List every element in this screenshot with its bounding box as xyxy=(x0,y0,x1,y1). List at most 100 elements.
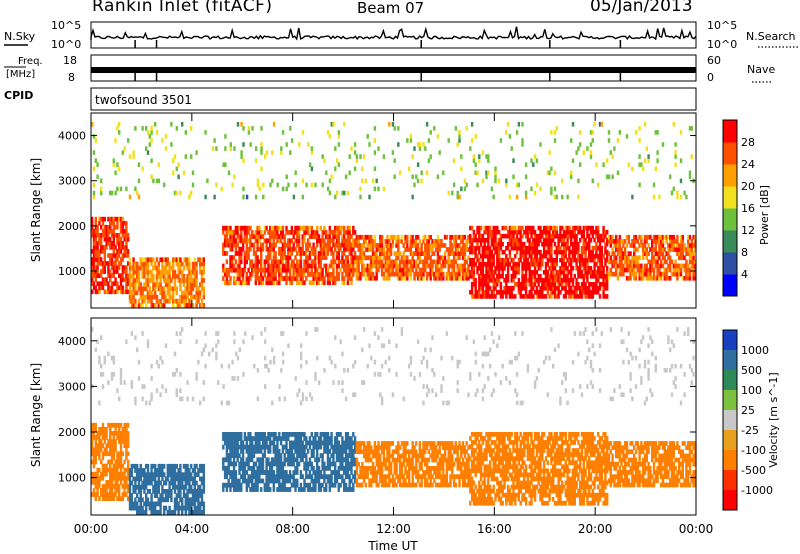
heatmap-cell xyxy=(577,241,580,247)
heatmap-cell xyxy=(114,471,117,477)
heatmap-cell xyxy=(533,262,537,267)
heatmap-cell xyxy=(541,262,544,267)
heatmap-cell xyxy=(474,249,477,255)
heatmap-cell xyxy=(512,270,515,275)
heatmap-cell xyxy=(681,263,684,269)
heatmap-cell xyxy=(184,261,187,267)
heatmap-cell xyxy=(314,230,317,235)
heatmap-cell xyxy=(485,290,488,295)
heatmap-cell xyxy=(512,266,515,271)
heatmap-cell xyxy=(407,259,411,265)
heatmap-cell xyxy=(290,138,294,143)
heatmap-cell xyxy=(416,162,420,167)
heatmap-cell xyxy=(582,274,585,279)
heatmap-cell xyxy=(577,229,580,235)
heatmap-cell xyxy=(528,249,531,255)
heatmap-cell xyxy=(548,257,551,263)
heatmap-cell xyxy=(175,166,178,172)
heatmap-cell xyxy=(296,225,299,231)
heatmap-cell xyxy=(642,243,645,248)
heatmap-cell xyxy=(193,274,196,279)
heatmap-cell xyxy=(243,251,247,256)
heatmap-cell xyxy=(172,257,175,263)
heatmap-cell xyxy=(94,427,97,432)
heatmap-cell xyxy=(110,265,114,270)
heatmap-cell xyxy=(150,269,153,275)
heatmap-cell xyxy=(193,257,196,263)
heatmap-cell xyxy=(294,276,297,281)
heatmap-cell xyxy=(481,262,485,267)
heatmap-cell xyxy=(172,472,175,478)
heatmap-cell xyxy=(488,245,492,251)
heatmap-cell xyxy=(447,271,450,277)
heatmap-cell xyxy=(105,228,108,234)
heatmap-cell xyxy=(96,224,99,230)
heatmap-cell xyxy=(494,286,497,291)
heatmap-cell xyxy=(438,259,441,265)
heatmap-cell xyxy=(588,294,591,299)
heatmap-cell xyxy=(474,286,477,291)
heatmap-cell xyxy=(182,463,186,469)
heatmap-cell xyxy=(197,501,200,507)
heatmap-cell xyxy=(325,242,328,248)
heatmap-cell xyxy=(101,281,105,286)
heatmap-cell xyxy=(200,269,204,275)
heatmap-cell xyxy=(301,178,305,184)
heatmap-cell xyxy=(458,194,461,200)
heatmap-cell xyxy=(105,241,108,246)
heatmap-cell xyxy=(636,259,639,265)
heatmap-cell xyxy=(546,237,549,243)
heatmap-cell xyxy=(163,294,166,300)
heatmap-cell xyxy=(240,436,243,441)
heatmap-cell xyxy=(146,150,150,155)
heatmap-cell xyxy=(497,229,501,235)
heatmap-cell xyxy=(173,509,177,515)
heatmap-cell xyxy=(492,225,495,231)
heatmap-cell xyxy=(553,249,557,255)
heatmap-cell xyxy=(519,225,522,231)
heatmap-cell xyxy=(328,238,331,244)
heatmap-cell xyxy=(254,474,257,480)
heatmap-cell xyxy=(478,154,481,159)
heatmap-cell xyxy=(290,444,294,450)
heatmap-cell xyxy=(373,255,377,261)
heatmap-cell xyxy=(127,289,130,295)
heatmap-cell xyxy=(326,267,330,273)
heatmap-cell xyxy=(265,482,268,488)
heatmap-cell xyxy=(150,497,153,503)
heatmap-cell xyxy=(276,230,279,235)
heatmap-cell xyxy=(553,186,557,192)
heatmap-cell xyxy=(667,243,670,248)
heatmap-cell xyxy=(202,509,205,515)
heatmap-cell xyxy=(519,233,522,239)
heatmap-cell xyxy=(555,225,558,231)
heatmap-cell xyxy=(469,233,472,239)
heatmap-cell xyxy=(487,266,490,271)
heatmap-cell xyxy=(591,249,594,255)
heatmap-cell xyxy=(611,271,614,277)
heatmap-cell xyxy=(305,246,308,252)
heatmap-cell xyxy=(251,263,254,269)
heatmap-cell xyxy=(438,255,441,261)
heatmap-cell xyxy=(690,126,693,131)
heatmap-cell xyxy=(281,444,285,450)
heatmap-cell xyxy=(431,251,434,256)
heatmap-cell xyxy=(669,243,672,248)
heatmap-cell xyxy=(161,472,164,478)
heatmap-cell xyxy=(503,286,506,291)
heatmap-cell xyxy=(326,251,330,256)
heatmap-cell xyxy=(479,286,483,291)
heatmap-cell xyxy=(488,266,492,271)
heatmap-cell xyxy=(461,275,465,281)
heatmap-cell xyxy=(199,476,202,482)
heatmap-cell xyxy=(109,228,112,234)
heatmap-cell xyxy=(301,234,304,239)
heatmap-cell xyxy=(118,237,121,242)
heatmap-cell xyxy=(344,246,348,252)
heatmap-cell xyxy=(515,262,519,267)
heatmap-cell xyxy=(270,280,274,286)
heatmap-cell xyxy=(292,444,295,450)
heatmap-cell xyxy=(407,247,411,252)
heatmap-cell xyxy=(297,448,301,454)
heatmap-cell xyxy=(535,262,539,267)
